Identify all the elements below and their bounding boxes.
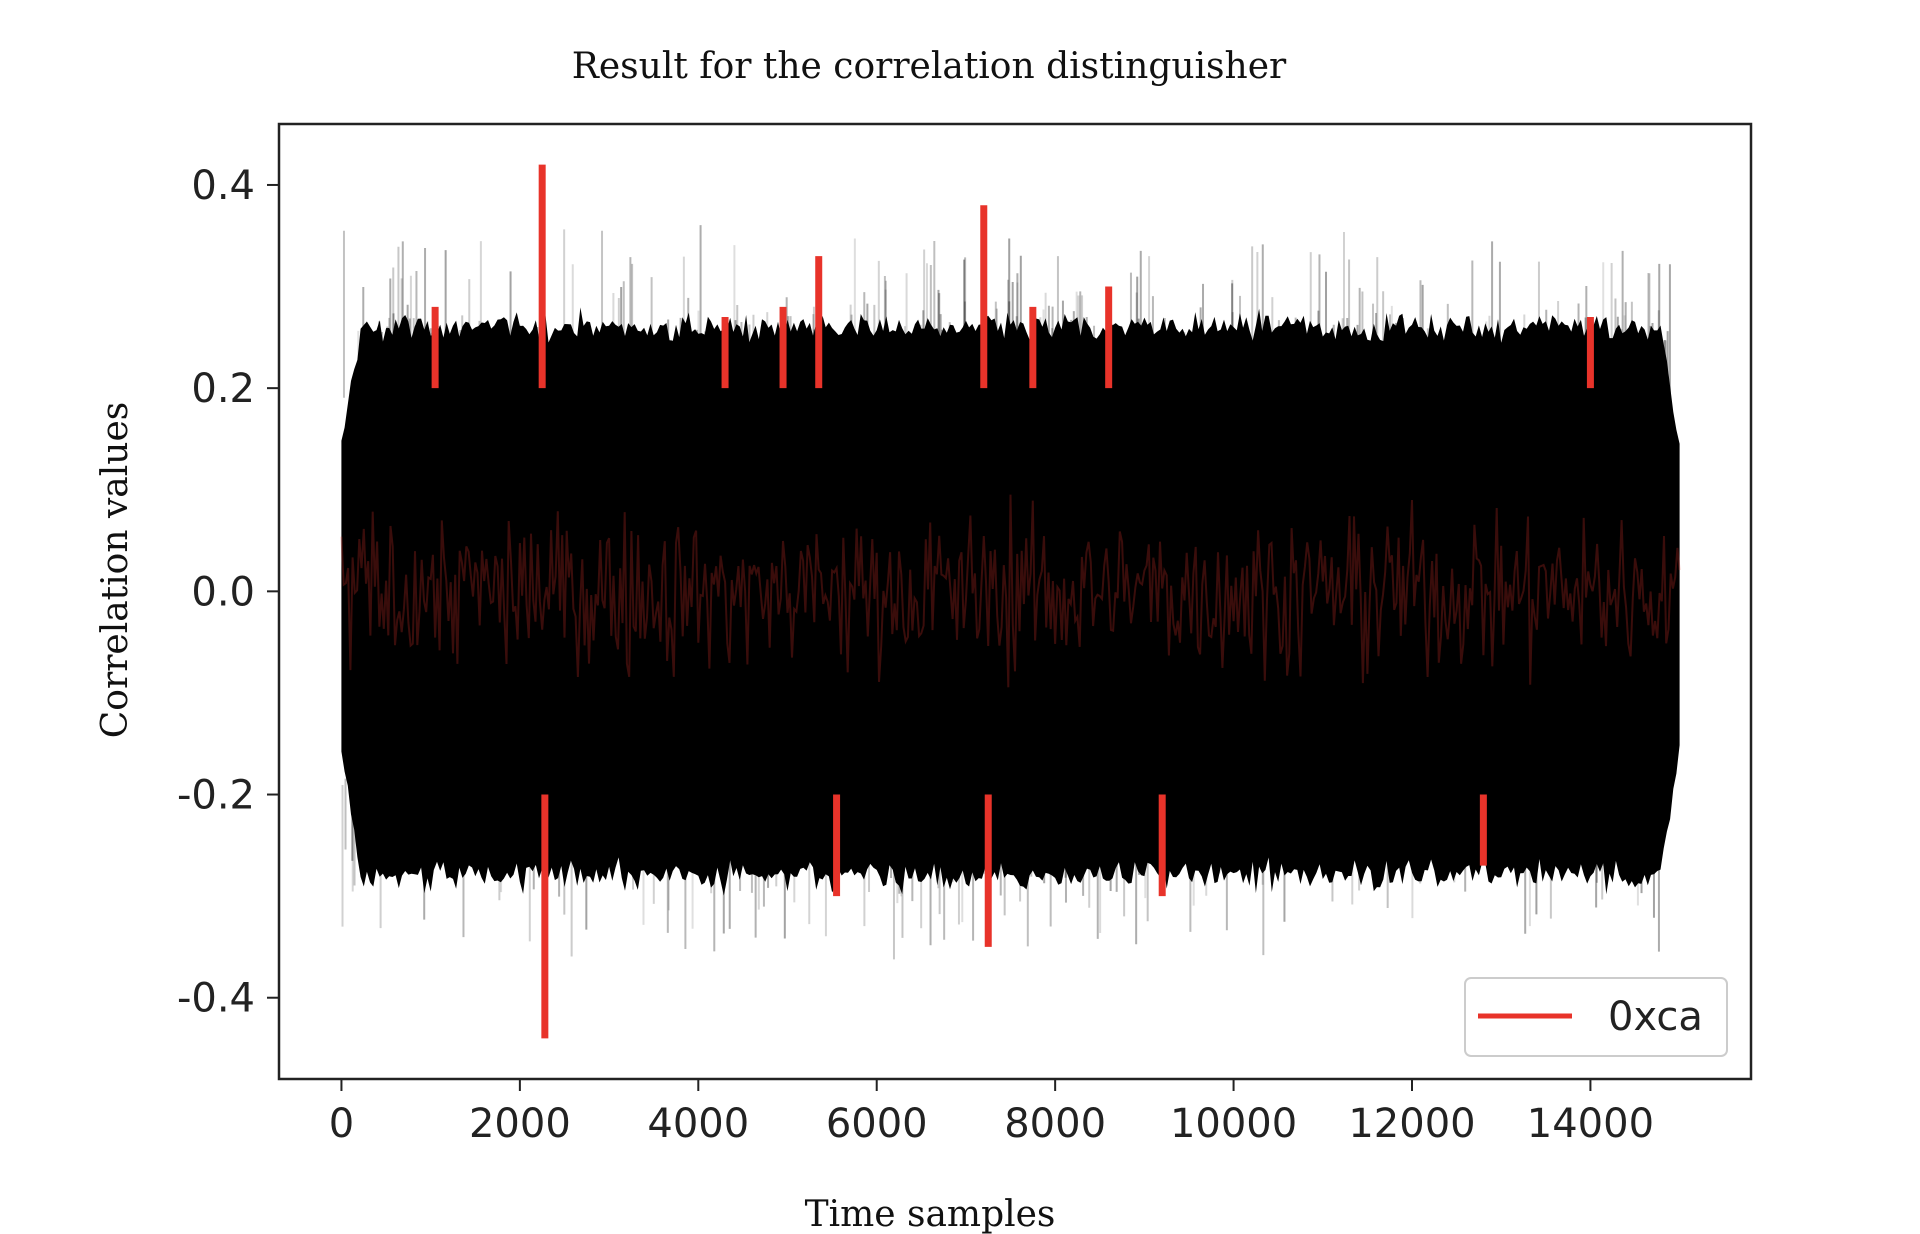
x-tick-label: 6000: [826, 1101, 928, 1147]
x-tick-label: 4000: [647, 1101, 749, 1147]
x-tick-label: 8000: [1004, 1101, 1106, 1147]
series-0xca: [340, 164, 1681, 1039]
plot-area: [340, 164, 1681, 1039]
x-axis: 0 2000 4000 6000 8000 10000 12000 14000: [329, 1079, 1654, 1147]
x-tick-label: 14000: [1527, 1101, 1654, 1147]
x-tick-label: 12000: [1348, 1101, 1475, 1147]
y-tick-label: 0.2: [191, 366, 255, 412]
y-tick-label: 0.0: [191, 569, 255, 615]
x-tick-label: 0: [329, 1101, 354, 1147]
background-trace-band: [341, 307, 1680, 896]
background-traces: [341, 225, 1680, 960]
y-tick-label: 0.4: [191, 163, 255, 209]
x-axis-label: Time samples: [805, 1194, 1056, 1234]
x-tick-label: 2000: [469, 1101, 571, 1147]
y-tick-label: -0.2: [177, 773, 255, 819]
y-axis: -0.4 -0.2 0.0 0.2 0.4: [177, 163, 279, 1022]
series-line: [340, 494, 1681, 688]
legend: 0xca: [1464, 977, 1728, 1057]
x-tick-label: 10000: [1170, 1101, 1297, 1147]
y-axis-label: Correlation values: [95, 402, 136, 738]
legend-label-0xca: 0xca: [1608, 994, 1703, 1040]
legend-box: [1464, 977, 1728, 1057]
plot-frame: [277, 122, 1753, 1081]
y-tick-label: -0.4: [177, 976, 255, 1022]
chart-title: Result for the correlation distinguisher: [572, 46, 1287, 87]
